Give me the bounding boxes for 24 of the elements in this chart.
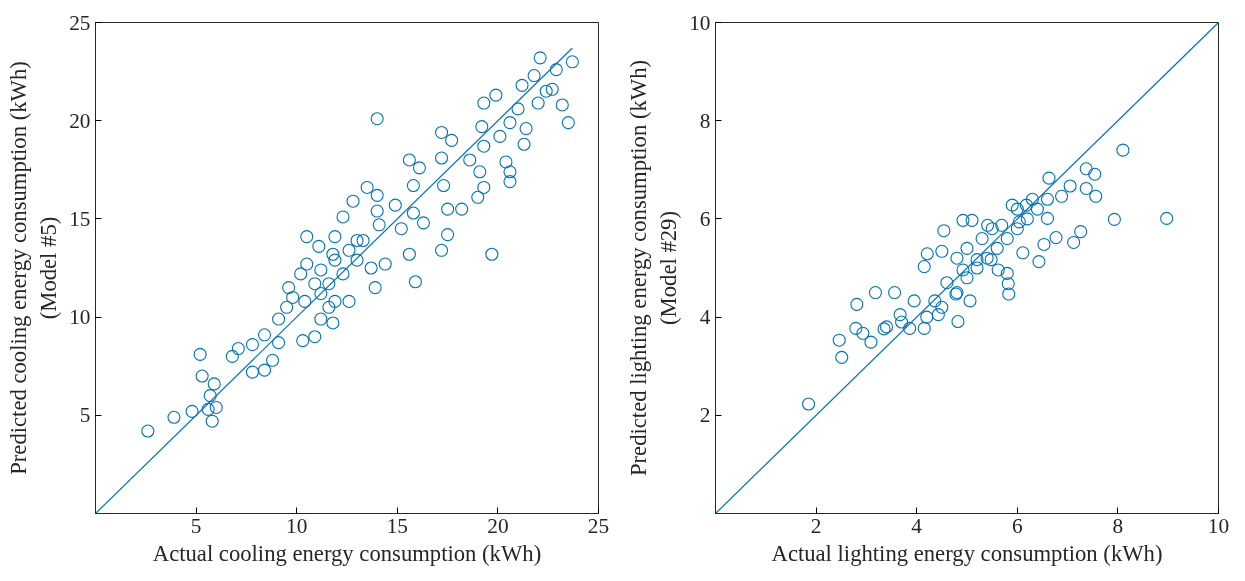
y-tick-label: 15 — [69, 206, 91, 231]
y-tick-label: 5 — [79, 403, 91, 428]
x-axis-title: Actual lighting energy consumption (kWh) — [771, 540, 1163, 566]
y-axis-title: Predicted cooling energy consumption (kWh) (Model #5) — [6, 61, 62, 475]
x-axis-title: Actual cooling energy consumption (kWh) — [152, 540, 542, 566]
x-tick-label: 6 — [1011, 513, 1023, 538]
y-tick-label: 10 — [689, 10, 711, 35]
x-tick-label: 15 — [386, 513, 408, 538]
x-tick-label: 25 — [587, 513, 610, 538]
x-tick-label: 10 — [286, 513, 308, 538]
y-axis-title: Predicted lighting energy consumption (kWh) (Model #29) — [626, 59, 682, 477]
y-tick-label: 10 — [69, 305, 91, 330]
y-tick-label: 8 — [699, 108, 711, 133]
x-tick-label: 8 — [1112, 513, 1124, 538]
x-tick-label: 20 — [487, 513, 509, 538]
x-tick-label: 5 — [190, 513, 202, 538]
y-tick-label: 2 — [699, 403, 711, 428]
x-tick-label: 4 — [911, 513, 923, 538]
y-tick-label: 25 — [69, 10, 91, 35]
y-tick-label: 4 — [699, 305, 711, 330]
x-tick-label: 2 — [810, 513, 822, 538]
y-tick-label: 6 — [699, 206, 711, 231]
x-tick-label: 10 — [1207, 513, 1230, 538]
y-tick-label: 20 — [69, 108, 91, 133]
